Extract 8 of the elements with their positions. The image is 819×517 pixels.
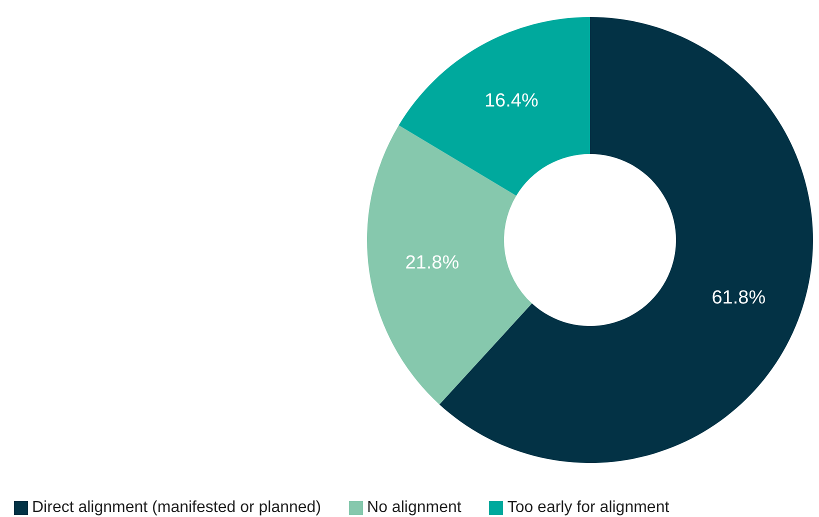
data-label: 16.4%: [484, 90, 538, 112]
donut-slice: [367, 125, 532, 404]
data-label: 21.8%: [405, 252, 460, 274]
donut-slice: [398, 17, 590, 196]
data-label: 61.8%: [712, 287, 766, 308]
legend-label: No alignment: [367, 499, 462, 516]
legend-label: Too early for alignment: [507, 499, 670, 516]
legend-label: Direct alignment (manifested or planned): [32, 499, 322, 516]
